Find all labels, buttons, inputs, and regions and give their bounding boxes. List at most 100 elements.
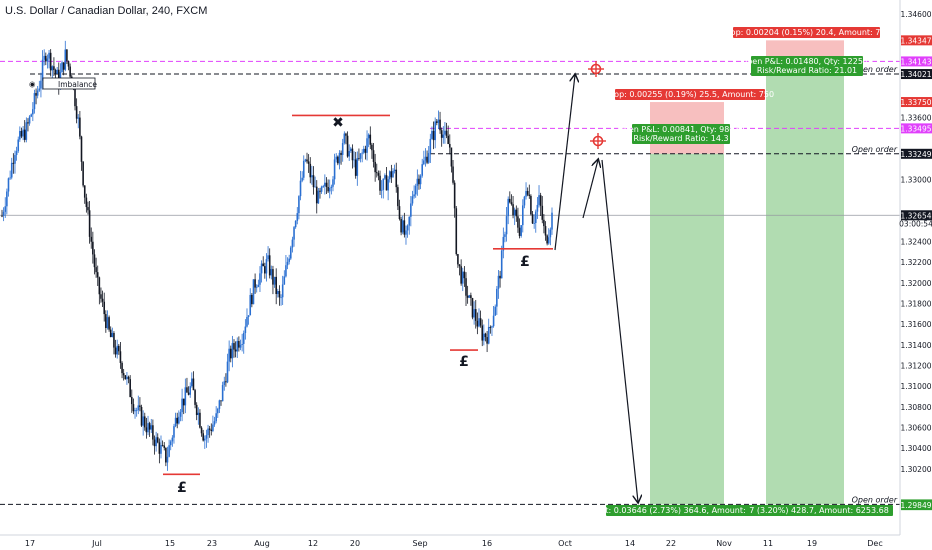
- candle-body: [9, 177, 11, 179]
- candle-body: [241, 343, 243, 345]
- candle-body: [83, 185, 86, 198]
- pound-symbol: £: [177, 480, 187, 496]
- candle-body: [312, 175, 315, 188]
- candle-body: [160, 445, 162, 454]
- candle-body: [387, 179, 389, 191]
- candle-body: [536, 204, 539, 212]
- candle-body: [158, 442, 161, 454]
- candle-body: [264, 266, 266, 274]
- candle-body: [178, 416, 180, 424]
- candle-body: [338, 152, 341, 164]
- candle-body: [192, 378, 195, 391]
- candle-body: [483, 333, 485, 341]
- candle-body: [77, 117, 80, 119]
- candle-body: [15, 151, 18, 156]
- candle-body: [223, 381, 226, 386]
- pnl-label-1: Open P&L: 0.00841, Qty: 98039Risk/Reward…: [617, 124, 745, 144]
- candle-body: [528, 194, 531, 196]
- candle-body: [304, 159, 307, 161]
- price-tag: [901, 210, 932, 221]
- candle-body: [61, 62, 63, 73]
- candle-body: [525, 190, 527, 197]
- candle-body: [429, 138, 432, 154]
- candle-body: [319, 190, 321, 192]
- candle-body: [494, 306, 497, 316]
- candle-body: [33, 93, 36, 110]
- candle-body: [140, 406, 143, 426]
- candle-body: [10, 162, 13, 178]
- price-tick-label: 1.31600: [900, 320, 931, 329]
- candle-body: [358, 158, 360, 159]
- price-tag: [901, 56, 932, 67]
- candle-body: [335, 156, 338, 160]
- candle-body: [259, 273, 261, 285]
- price-tag-label: 1.32654: [900, 211, 931, 220]
- candle-body: [249, 294, 252, 316]
- candle-body: [320, 186, 323, 192]
- time-tick-label: 23: [207, 539, 217, 548]
- open-order-label: Open order: [852, 65, 898, 74]
- candle-body: [127, 376, 130, 380]
- candle-body: [299, 180, 302, 197]
- price-tick-label: 1.30800: [900, 403, 931, 412]
- candle-body: [207, 428, 209, 436]
- price-tick-label: 1.30200: [900, 465, 931, 474]
- candle-body: [324, 182, 326, 187]
- candle-body: [364, 148, 367, 153]
- candle-body: [408, 216, 411, 226]
- time-tick-label: 12: [308, 539, 318, 548]
- candles: [1, 40, 553, 471]
- candle-body: [398, 206, 401, 219]
- candle-body: [504, 234, 506, 237]
- candle-body: [397, 187, 399, 207]
- open-order-label: Open order: [852, 495, 898, 504]
- candle-body: [471, 298, 474, 318]
- candle-body: [539, 195, 542, 206]
- time-axis[interactable]: 17 Jul 15 23 Aug 12 20 Sep 16 Oct 14 22 Nov 11 19 Dec: [0, 534, 900, 548]
- candle-body: [423, 160, 425, 165]
- time-tick-label: Nov: [716, 539, 732, 548]
- candle-body: [79, 117, 81, 137]
- candle-body: [333, 159, 336, 180]
- candle-body: [354, 159, 357, 176]
- candle-body: [460, 266, 462, 284]
- price-axis[interactable]: 1.34600 1.34347 1.34143 1.34021 1.33750 1.336…: [899, 0, 932, 550]
- candle-body: [212, 424, 214, 431]
- candle-body: [487, 326, 490, 344]
- candle-body: [350, 148, 352, 151]
- candle-body: [351, 148, 354, 161]
- candle-body: [442, 134, 445, 138]
- candle-body: [87, 207, 89, 211]
- candle-body: [30, 114, 33, 117]
- candle-body: [278, 291, 281, 298]
- candle-body: [121, 362, 123, 374]
- candle-body: [502, 236, 505, 251]
- candle-body: [410, 203, 412, 217]
- candle-body: [332, 179, 334, 187]
- candle-body: [520, 225, 522, 236]
- candle-body: [374, 161, 376, 173]
- candle-body: [395, 169, 398, 188]
- candle-body: [468, 295, 471, 298]
- price-tick-label: 1.30400: [900, 444, 931, 453]
- candle-body: [541, 205, 544, 220]
- candle-body: [17, 139, 20, 152]
- candle-body: [277, 291, 279, 294]
- candle-body: [400, 218, 402, 233]
- candle-body: [453, 182, 456, 209]
- candle-body: [239, 344, 242, 348]
- candle-body: [510, 202, 513, 205]
- price-tick-label: 1.33000: [900, 176, 931, 185]
- candle-body: [500, 250, 503, 279]
- candle-body: [173, 426, 175, 438]
- candle-body: [478, 318, 480, 327]
- candle-body: [301, 177, 303, 181]
- candle-body: [359, 153, 362, 159]
- target-zone-2: [766, 61, 844, 505]
- candle-body: [64, 49, 67, 70]
- candle-body: [531, 214, 534, 224]
- candle-body: [105, 314, 107, 329]
- candle-body: [424, 156, 427, 161]
- candle-body: [14, 155, 16, 164]
- candle-body: [228, 348, 230, 362]
